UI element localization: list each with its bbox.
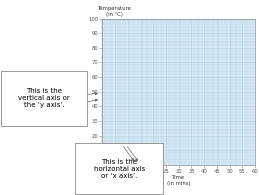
X-axis label: Time
(in mins): Time (in mins) [167, 175, 191, 186]
Title: Temperature
(in °C): Temperature (in °C) [98, 6, 132, 17]
Text: This is the
horizontal axis
or ‘x axis’.: This is the horizontal axis or ‘x axis’. [93, 159, 145, 179]
Text: This is the
vertical axis or
the ‘y axis’.: This is the vertical axis or the ‘y axis… [18, 89, 70, 108]
